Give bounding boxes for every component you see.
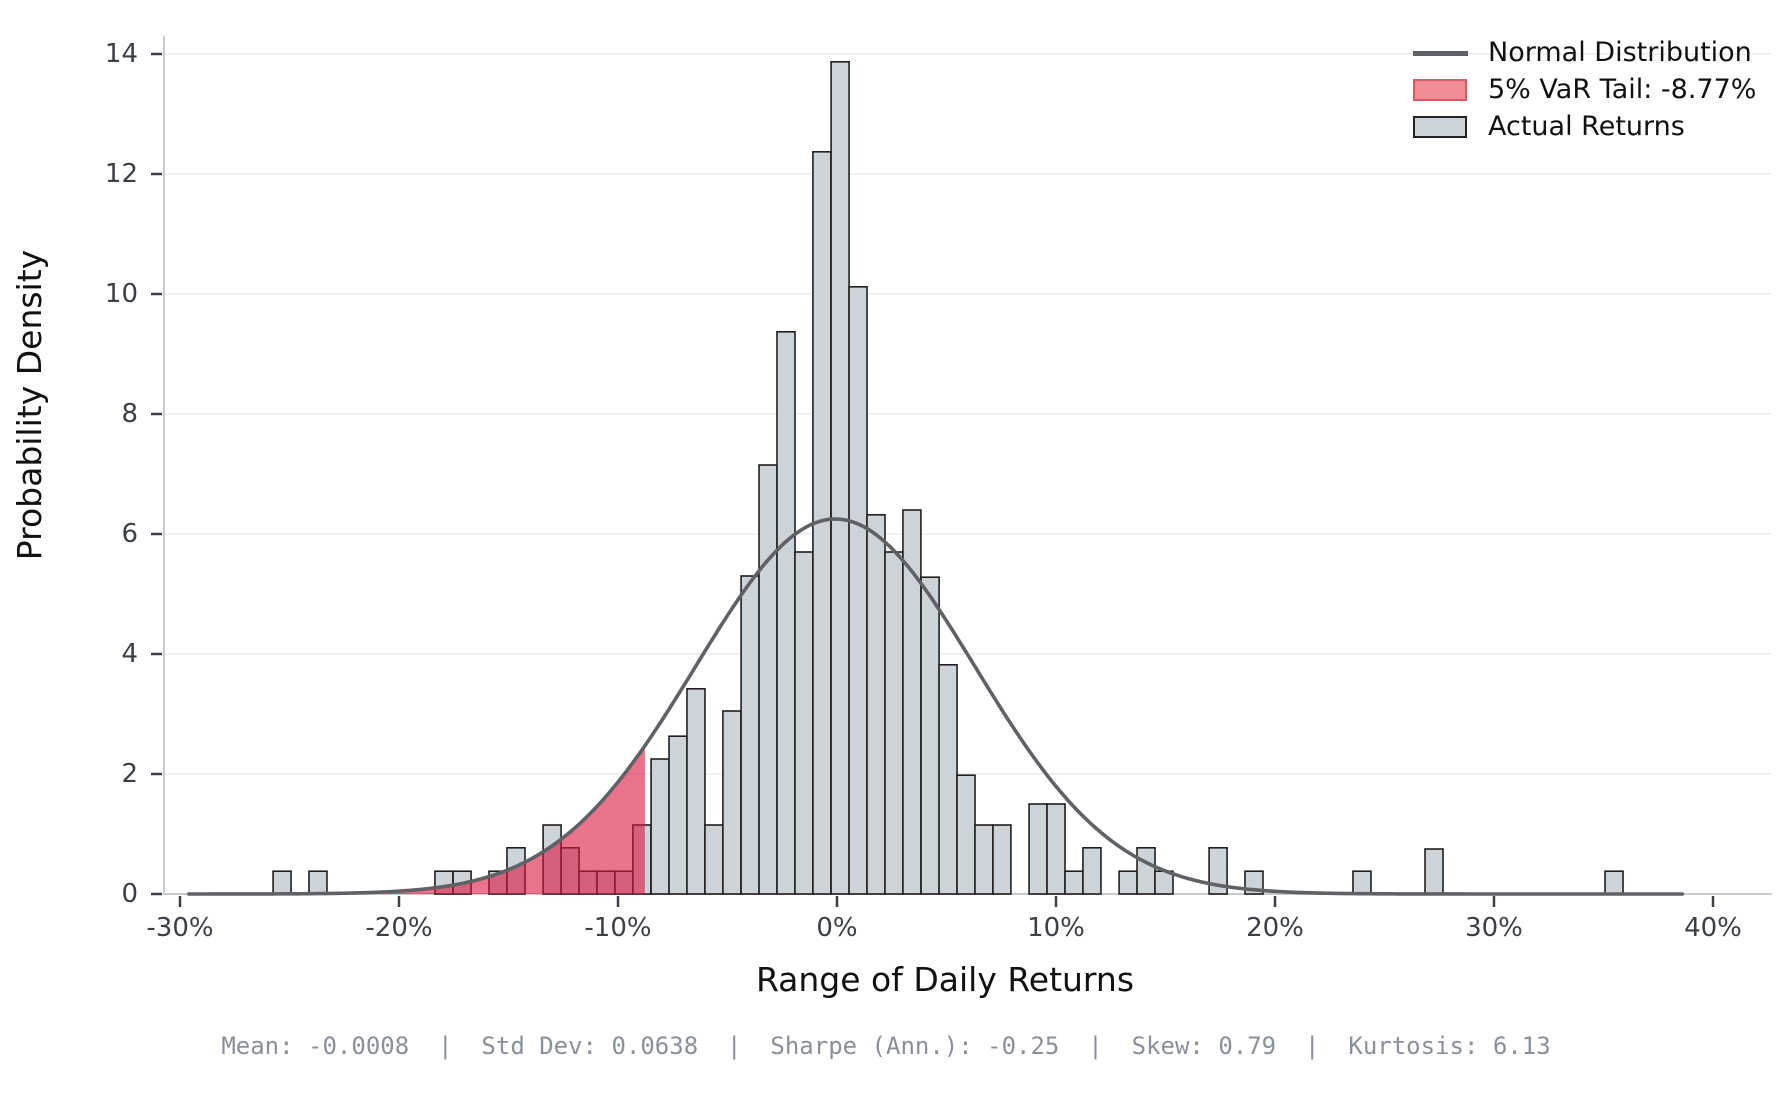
x-tick-label-neg10: -10% [584, 913, 652, 943]
y-tick-label-6: 6 [121, 519, 138, 549]
normal-distribution-line-swatch [1413, 51, 1468, 56]
y-tick-label-4: 4 [121, 639, 138, 669]
legend: Normal Distribution 5% VaR Tail: -8.77% … [1405, 30, 1777, 150]
y-tick-label-8: 8 [121, 399, 138, 429]
x-tick-label-30: 30% [1465, 913, 1523, 943]
y-axis-label: Probability Density [10, 249, 49, 561]
actual-returns-patch-swatch [1413, 116, 1467, 138]
var-tail-patch-swatch [1413, 79, 1467, 101]
y-tick-label-2: 2 [121, 759, 138, 789]
y-tick-label-12: 12 [104, 159, 138, 189]
x-tick-label-neg20: -20% [365, 913, 433, 943]
legend-label-normal-distribution: Normal Distribution [1488, 37, 1752, 68]
summary-statistics: Mean: -0.0008 | Std Dev: 0.0638 | Sharpe… [221, 1032, 1551, 1060]
legend-item-var-tail: 5% VaR Tail: -8.77% [1405, 75, 1777, 105]
x-tick-label-20: 20% [1246, 913, 1304, 943]
x-axis-label: Range of Daily Returns [755, 960, 1135, 999]
legend-item-actual-returns: Actual Returns [1405, 112, 1777, 142]
x-tick-label-neg30: -30% [146, 913, 214, 943]
x-tick-label-40: 40% [1684, 913, 1742, 943]
x-tick-label-10: 10% [1027, 913, 1085, 943]
y-tick-label-14: 14 [104, 39, 138, 69]
legend-label-var-tail: 5% VaR Tail: -8.77% [1488, 74, 1757, 105]
legend-item-normal-distribution: Normal Distribution [1405, 38, 1777, 68]
y-tick-label-10: 10 [104, 279, 138, 309]
x-tick-label-0: 0% [816, 913, 858, 943]
y-tick-label-0: 0 [121, 879, 138, 909]
legend-label-actual-returns: Actual Returns [1488, 111, 1685, 142]
